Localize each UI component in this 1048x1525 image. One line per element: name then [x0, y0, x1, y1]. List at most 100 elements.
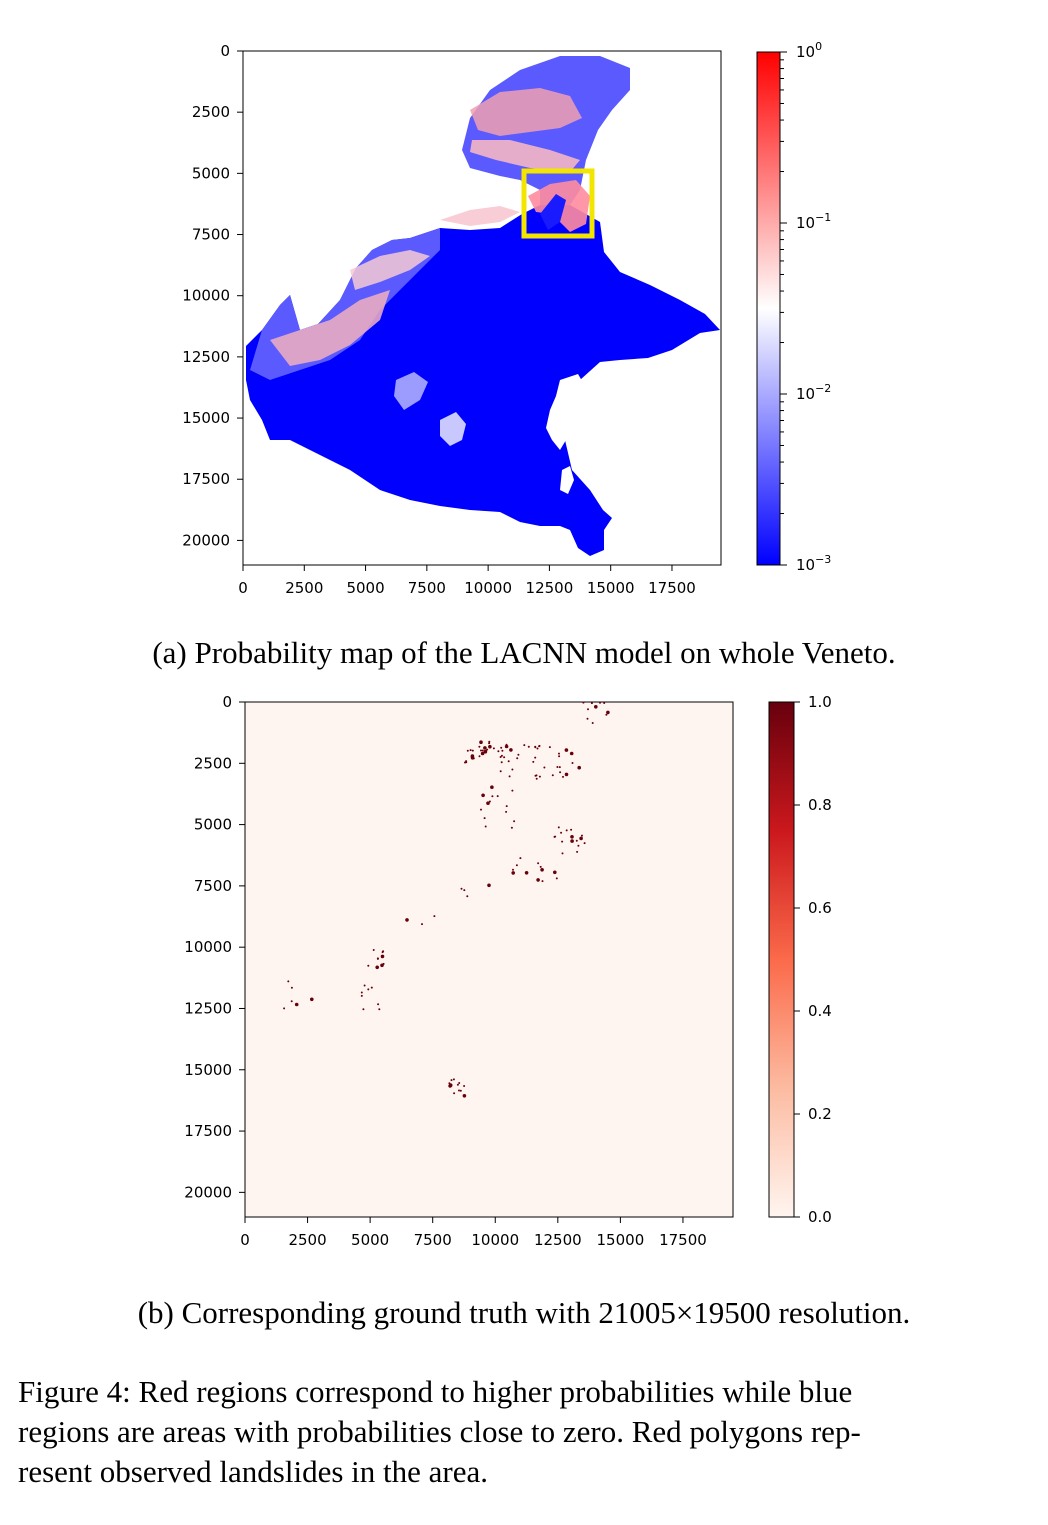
landslide-point	[362, 1008, 365, 1011]
landslide-point	[487, 883, 491, 888]
landslide-point	[462, 1094, 467, 1098]
landslide-point	[483, 817, 486, 820]
landslide-point	[460, 887, 463, 890]
y-tick-label: 7500	[194, 877, 232, 895]
landslide-point	[488, 800, 491, 803]
landslide-point	[382, 950, 385, 953]
landslide-point	[532, 760, 535, 763]
x-tick-label: 15000	[597, 1231, 645, 1249]
landslide-point	[548, 746, 551, 749]
landslide-point	[377, 1003, 380, 1006]
landslide-point	[500, 754, 503, 757]
landslide-point	[534, 745, 537, 748]
colorbar-b	[768, 701, 795, 1218]
colorbar-tick-label: 0.8	[808, 796, 832, 814]
y-tick-label: 7500	[192, 226, 230, 244]
mountain-pink-band-4	[270, 290, 390, 366]
landslide-point	[500, 761, 503, 764]
landslide-point	[492, 747, 495, 750]
landslide-point	[569, 751, 574, 756]
landslide-point	[591, 722, 594, 724]
plot-frame-a	[242, 50, 722, 566]
landslide-point	[480, 749, 482, 752]
colorbar-ticks-a: 100 10−1 10−2 10−3	[780, 40, 831, 574]
x-tick-label: 12500	[534, 1231, 582, 1249]
landslide-point	[491, 795, 494, 798]
landslide-point	[577, 765, 581, 770]
y-tick-label: 2500	[194, 754, 232, 772]
landslide-point	[488, 742, 491, 745]
landslide-point	[463, 889, 466, 892]
landslide-point	[375, 965, 380, 970]
landslide-point	[561, 852, 564, 855]
landslide-point	[582, 701, 585, 704]
x-tick-label: 0	[238, 579, 248, 597]
landslide-point	[505, 805, 508, 808]
landslide-point	[564, 748, 569, 752]
landslide-point	[523, 744, 526, 747]
landslide-point	[513, 820, 516, 823]
landslide-point	[524, 871, 529, 875]
mountain-pink-band-3	[440, 206, 520, 226]
landslide-point	[534, 774, 537, 777]
landslide-point	[536, 878, 540, 882]
y-tick-label: 20000	[182, 531, 230, 549]
landslide-point	[459, 1089, 462, 1092]
landslide-point	[571, 762, 574, 764]
x-tick-label: 5000	[351, 1231, 389, 1249]
colorbar-tick-label: 0.4	[808, 1002, 832, 1020]
landslide-point	[453, 1092, 456, 1095]
mountain-pink-band	[470, 88, 582, 136]
landslide-point	[367, 988, 370, 991]
landslide-point	[501, 749, 504, 752]
landslide-point	[290, 1000, 293, 1003]
x-tick-label: 10000	[471, 1231, 519, 1249]
landslide-point	[380, 963, 384, 968]
y-tick-label: 2500	[192, 103, 230, 121]
landslide-point	[294, 1002, 299, 1007]
x-tick-label: 7500	[408, 579, 446, 597]
figure-caption: Figure 4: Red regions correspond to high…	[18, 1372, 1018, 1492]
panel-b-caption: (b) Corresponding ground truth with 2100…	[137, 1295, 911, 1330]
mountain-pink-band-2	[470, 140, 580, 172]
landslide-point	[594, 705, 598, 709]
x-tick-label: 7500	[414, 1231, 452, 1249]
landslide-points	[283, 701, 610, 1098]
landslide-point	[527, 745, 530, 748]
landslide-point	[535, 777, 538, 780]
landslide-point	[570, 839, 574, 843]
landslide-point	[511, 789, 514, 792]
landslide-point	[564, 772, 569, 777]
x-tick-label: 5000	[346, 579, 384, 597]
landslide-point	[539, 865, 542, 868]
landslide-point	[466, 749, 469, 752]
figure-caption-line: Figure 4: Red regions correspond to high…	[18, 1374, 853, 1409]
colorbar-tick-label: 0.6	[808, 899, 832, 917]
landslide-point	[516, 757, 519, 760]
x-tick-label: 15000	[587, 579, 635, 597]
probability-heatmap	[246, 56, 720, 556]
landslide-point	[450, 1079, 453, 1082]
landslide-point	[376, 957, 379, 960]
landslide-point	[481, 749, 484, 752]
landslide-point	[458, 1089, 460, 1092]
landslide-point	[488, 740, 491, 743]
y-tick-label: 20000	[184, 1183, 232, 1201]
landslide-point	[469, 749, 472, 752]
colorbar-tick-label: 10−3	[796, 553, 831, 574]
landslide-point	[606, 710, 610, 715]
landslide-point	[507, 760, 510, 763]
landslide-point	[511, 871, 515, 875]
y-tick-label: 0	[220, 42, 230, 60]
landslide-point	[540, 868, 544, 872]
landslide-point	[519, 857, 522, 860]
landslide-point	[510, 826, 513, 829]
landslide-point	[586, 717, 589, 720]
colorbar-tick-label: 10−2	[796, 382, 831, 403]
lagoon-area-south	[560, 466, 574, 494]
y-tick-label: 17500	[184, 1122, 232, 1140]
y-tick-label: 12500	[182, 348, 230, 366]
landslide-point	[587, 708, 589, 711]
landslide-point	[483, 746, 487, 750]
landslide-point	[515, 864, 518, 867]
